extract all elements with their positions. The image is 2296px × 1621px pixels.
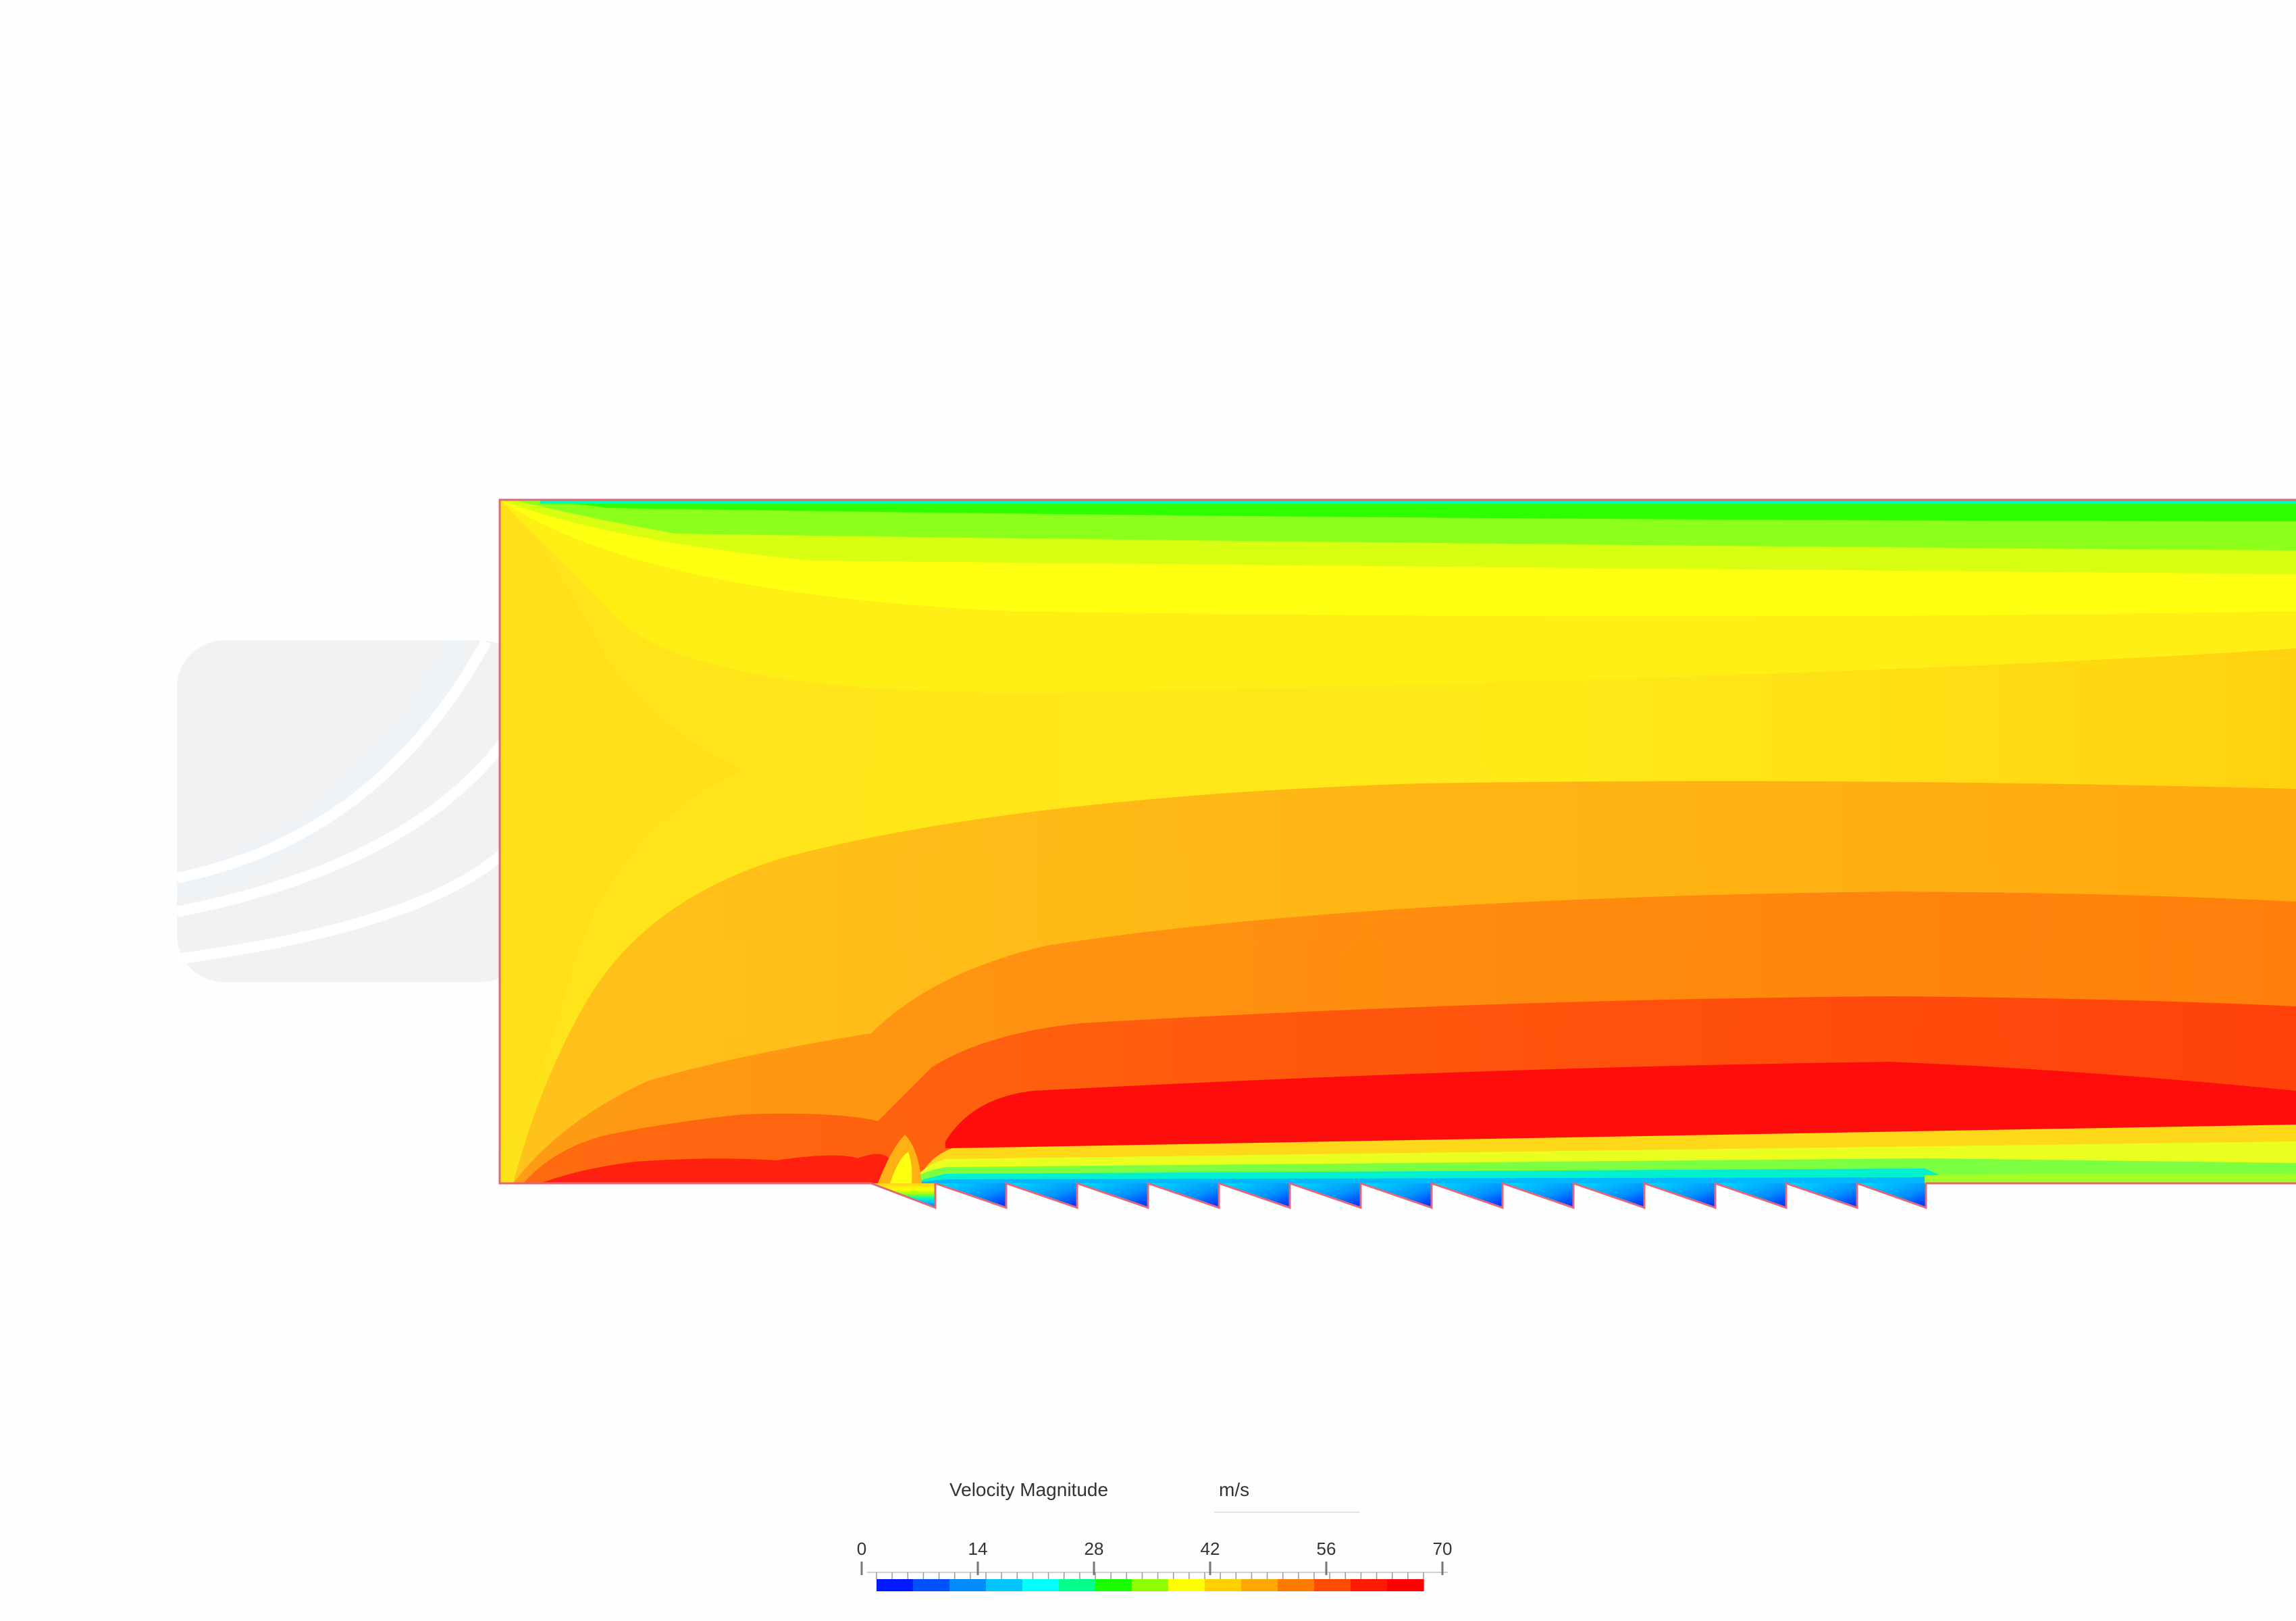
colorbar-segment: [949, 1579, 987, 1591]
legend-unit-underline: [1214, 1512, 1359, 1513]
colorbar-segment: [913, 1579, 950, 1591]
legend-tick-label: 28: [1084, 1539, 1104, 1559]
colorbar-segment: [986, 1579, 1023, 1591]
colorbar-segment: [1132, 1579, 1169, 1591]
legend-tick-label: 42: [1200, 1539, 1220, 1559]
colorbar-segment: [1168, 1579, 1205, 1591]
legend-tick-label: 70: [1432, 1539, 1453, 1559]
colorbar-segment: [1241, 1579, 1278, 1591]
simscale-logo-watermark: [176, 639, 528, 982]
legend-colorbar: [860, 1562, 1448, 1591]
legend-tick-label: 0: [856, 1539, 867, 1559]
colorbar-segment: [1314, 1579, 1351, 1591]
colorbar-segment: [1351, 1579, 1388, 1591]
domain-outline: [498, 498, 2296, 1210]
colorbar-segment: [1387, 1579, 1424, 1591]
velocity-contour-plot: [500, 500, 2296, 1183]
colorbar-segment: [1022, 1579, 1060, 1591]
colorbar-segment: [1095, 1579, 1132, 1591]
legend-tick-label: 14: [968, 1539, 988, 1559]
colorbar-segment: [1205, 1579, 1242, 1591]
legend-unit: m/s: [1219, 1479, 1250, 1500]
legend-tick-label: 56: [1316, 1539, 1336, 1559]
colorbar-segment: [1059, 1579, 1096, 1591]
legend-title: Velocity Magnitude: [949, 1479, 1109, 1500]
velocity-legend: Velocity Magnitude m/s 0 14 28 42 56 70: [856, 1472, 1465, 1607]
colorbar-segment: [1278, 1579, 1315, 1591]
colorbar-segment: [877, 1579, 914, 1591]
